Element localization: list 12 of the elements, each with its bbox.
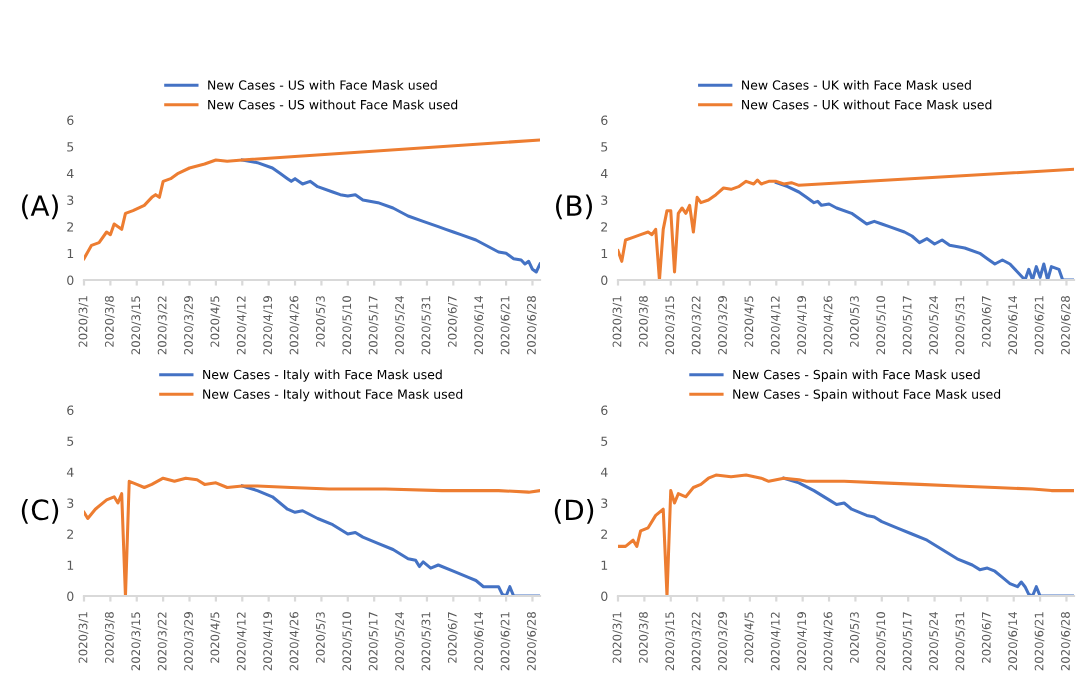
line-series — [240, 158, 540, 274]
text: (C) — [21, 498, 59, 524]
text: (A) — [22, 194, 58, 220]
line-series — [84, 476, 540, 596]
line-series — [618, 167, 1074, 280]
line-series — [782, 476, 1074, 596]
text: (D) — [554, 498, 594, 524]
line-series — [618, 473, 1074, 596]
line-series — [84, 138, 540, 261]
line-series — [240, 484, 540, 596]
line-series — [774, 181, 1074, 280]
text: (B) — [556, 194, 592, 220]
